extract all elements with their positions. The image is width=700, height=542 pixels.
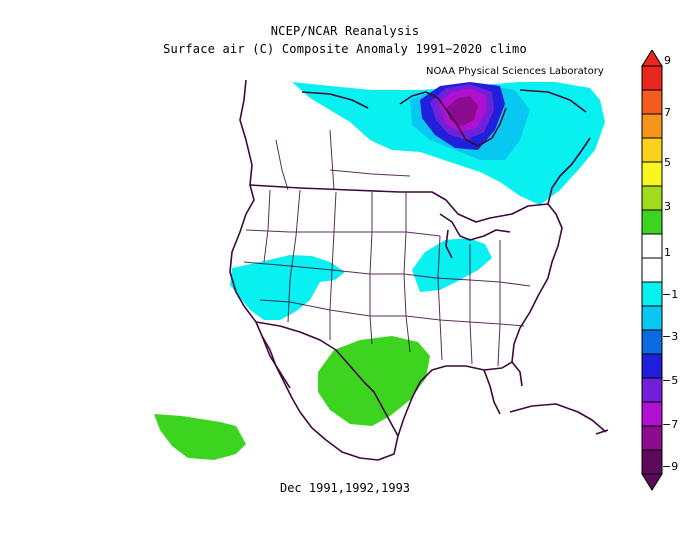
colorbar-top-arrow [641,50,663,67]
colorbar-cell [641,377,663,403]
cold-anomaly-core-4 [446,96,478,126]
warm-anomaly-pacific [154,414,246,460]
colorbar-tick-label: 5 [664,156,671,169]
colorbar-cell [641,185,663,211]
colorbar-cell [641,257,663,283]
colorbar-cell [641,113,663,139]
colorbar-cell [641,89,663,115]
colorbar [641,50,663,491]
state-borders [243,129,531,367]
colorbar-tick-label: −7 [662,418,679,431]
cold-anomaly-midwest [412,238,492,292]
anomaly-map [154,79,609,461]
colorbar-cell [641,65,663,91]
colorbar-cell [641,329,663,355]
colorbar-cell [641,449,663,475]
chart-subtitle: Surface air (C) Composite Anomaly 1991−2… [163,42,527,56]
colorbar-tick-label: 3 [664,200,671,213]
colorbar-tick-label: 9 [664,54,671,67]
cold-anomaly-southwest [230,255,345,320]
map-caption: Dec 1991,1992,1993 [279,481,411,495]
colorbar-bottom-arrow [641,473,663,491]
colorbar-tick-label: −9 [662,460,679,473]
coastlines-and-borders [229,79,609,461]
colorbar-cell [641,209,663,235]
warm-anomaly-texas [318,336,430,426]
colorbar-tick-label: −3 [662,330,679,343]
chart-title: NCEP/NCAR Reanalysis [270,24,420,38]
colorbar-cell [641,233,663,259]
colorbar-cell [641,305,663,331]
colorbar-tick-label: −1 [662,288,679,301]
colorbar-cell [641,425,663,451]
colorbar-tick-label: 1 [664,246,671,259]
colorbar-cell [641,137,663,163]
lab-credit: NOAA Physical Sciences Laboratory [426,66,604,77]
colorbar-tick-label: −5 [662,374,679,387]
colorbar-cell [641,161,663,187]
colorbar-cell [641,401,663,427]
colorbar-cell [641,281,663,307]
colorbar-cell [641,353,663,379]
colorbar-tick-label: 7 [664,106,671,119]
